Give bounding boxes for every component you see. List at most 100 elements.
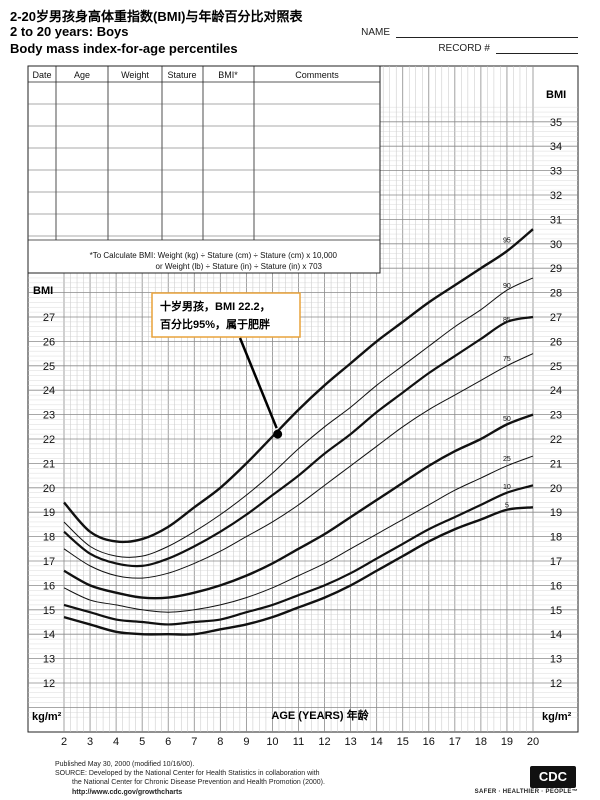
x-tick: 15 — [397, 736, 409, 748]
table-column-header: BMI* — [218, 70, 238, 80]
percentile-label-10: 10 — [503, 484, 511, 491]
y-tick-right: 26 — [550, 336, 562, 348]
footer-url: http://www.cdc.gov/growthcharts — [72, 789, 183, 796]
record-label: RECORD # — [438, 43, 490, 54]
y-tick-right: 21 — [550, 458, 562, 470]
y-tick-right: 14 — [550, 629, 562, 641]
y-axis-label-left: BMI — [33, 285, 53, 297]
name-field: NAME — [361, 27, 578, 38]
bmi-formula-line1: *To Calculate BMI: Weight (kg) ÷ Stature… — [90, 251, 338, 260]
y-axis-left: 12 13 14 15 16 17 18 19 20 21 22 23 24 25 26 27 — [43, 312, 55, 690]
x-tick: 2 — [61, 736, 67, 748]
chart-title-english: Body mass index-for-age percentiles — [10, 41, 238, 56]
y-tick-right: 22 — [550, 434, 562, 446]
x-tick: 5 — [139, 736, 145, 748]
percentile-curve-90 — [63, 277, 534, 558]
y-tick-right: 33 — [550, 166, 562, 178]
y-tick-left: 14 — [43, 629, 55, 641]
y-tick-right: 31 — [550, 214, 562, 226]
x-axis: 2 3 4 5 6 7 8 9 10 11 12 13 14 15 16 17 18 19 20 — [61, 736, 539, 748]
y-tick-left: 24 — [43, 385, 55, 397]
y-tick-right: 20 — [550, 483, 562, 495]
y-tick-right: 17 — [550, 556, 562, 568]
x-tick: 7 — [191, 736, 197, 748]
record-line — [496, 43, 578, 54]
y-tick-left: 27 — [43, 312, 55, 324]
footer-source: SOURCE: Developed by the National Center… — [55, 770, 320, 777]
percentile-curve-10 — [63, 484, 534, 626]
annotation: 十岁男孩，BMI 22.2， 百分比95%，属于肥胖 — [151, 292, 301, 439]
percentile-label-25: 25 — [503, 456, 511, 463]
x-tick: 13 — [344, 736, 356, 748]
annotation-arrow — [238, 337, 278, 429]
x-axis-label: AGE (YEARS) 年龄 — [271, 708, 369, 722]
x-tick: 12 — [318, 736, 330, 748]
y-tick-left: 16 — [43, 580, 55, 592]
y-tick-right: 13 — [550, 654, 562, 666]
percentile-label-75: 75 — [503, 356, 511, 363]
x-tick: 6 — [165, 736, 171, 748]
annotation-line1: 十岁男孩，BMI 22.2， — [160, 299, 271, 313]
y-tick-right: 34 — [550, 141, 562, 153]
percentile-label-5: 5 — [505, 502, 509, 509]
y-tick-right: 25 — [550, 361, 562, 373]
y-tick-left: 12 — [43, 678, 55, 690]
x-tick: 10 — [266, 736, 278, 748]
table-column-header: Weight — [121, 70, 149, 80]
y-tick-left: 22 — [43, 434, 55, 446]
percentile-curve-25 — [63, 455, 534, 613]
y-tick-right: 27 — [550, 312, 562, 324]
record-table: Date Age Weight Stature BMI* Comments *To Cal… — [27, 65, 381, 274]
y-tick-right: 29 — [550, 263, 562, 275]
percentile-curve-50 — [63, 413, 534, 600]
y-unit-label-left: kg/m² — [32, 711, 62, 723]
record-field: RECORD # — [438, 43, 578, 54]
percentile-label-95: 95 — [503, 238, 511, 245]
percentile-curve-75 — [63, 353, 534, 579]
y-tick-right: 32 — [550, 190, 562, 202]
y-tick-right: 18 — [550, 532, 562, 544]
y-tick-left: 20 — [43, 483, 55, 495]
annotation-box — [151, 292, 301, 338]
y-tick-left: 15 — [43, 605, 55, 617]
table-column-header: Stature — [167, 70, 196, 80]
y-axis-label-right: BMI — [546, 89, 566, 101]
x-tick: 9 — [243, 736, 249, 748]
x-tick: 16 — [423, 736, 435, 748]
percentile-label-90: 90 — [503, 283, 511, 290]
cdc-tagline: SAFER · HEALTHIER · PEOPLE™ — [474, 789, 578, 795]
x-tick: 11 — [293, 736, 304, 748]
y-tick-left: 21 — [43, 458, 55, 470]
x-tick: 8 — [217, 736, 223, 748]
footer-published: Published May 30, 2000 (modified 10/16/0… — [55, 761, 195, 768]
percentile-label-50: 50 — [503, 416, 511, 423]
percentile-labels: 95 90 85 75 50 25 10 5 — [503, 238, 511, 510]
percentile-curves — [63, 228, 534, 636]
y-axis-right: 12 13 14 15 16 17 18 19 20 21 22 23 24 25 26 27 28 29 30 31… — [550, 117, 562, 690]
y-tick-right: 15 — [550, 605, 562, 617]
x-tick: 4 — [113, 736, 119, 748]
y-tick-right: 28 — [550, 288, 562, 300]
bmi-formula-line2: or Weight (lb) ÷ Stature (in) ÷ Stature … — [156, 262, 323, 271]
y-tick-right: 35 — [550, 117, 562, 129]
footer-source-2: the National Center for Chronic Disease … — [72, 779, 325, 786]
y-tick-right: 23 — [550, 410, 562, 422]
x-tick: 18 — [475, 736, 487, 748]
annotation-line2: 百分比95%，属于肥胖 — [160, 317, 270, 331]
percentile-curve-95 — [63, 228, 534, 544]
percentile-curve-5 — [63, 506, 534, 636]
table-column-header: Date — [32, 70, 51, 80]
y-tick-right: 30 — [550, 239, 562, 251]
chart-title-age-range: 2 to 20 years: Boys — [10, 24, 129, 39]
annotation-point — [273, 429, 283, 439]
name-line — [396, 27, 578, 38]
y-tick-right: 12 — [550, 678, 562, 690]
y-tick-left: 23 — [43, 410, 55, 422]
y-tick-left: 17 — [43, 556, 55, 568]
x-tick: 19 — [501, 736, 513, 748]
y-tick-right: 19 — [550, 507, 562, 519]
record-table-box — [27, 65, 381, 274]
y-tick-left: 13 — [43, 654, 55, 666]
percentile-curve-85 — [63, 315, 534, 568]
